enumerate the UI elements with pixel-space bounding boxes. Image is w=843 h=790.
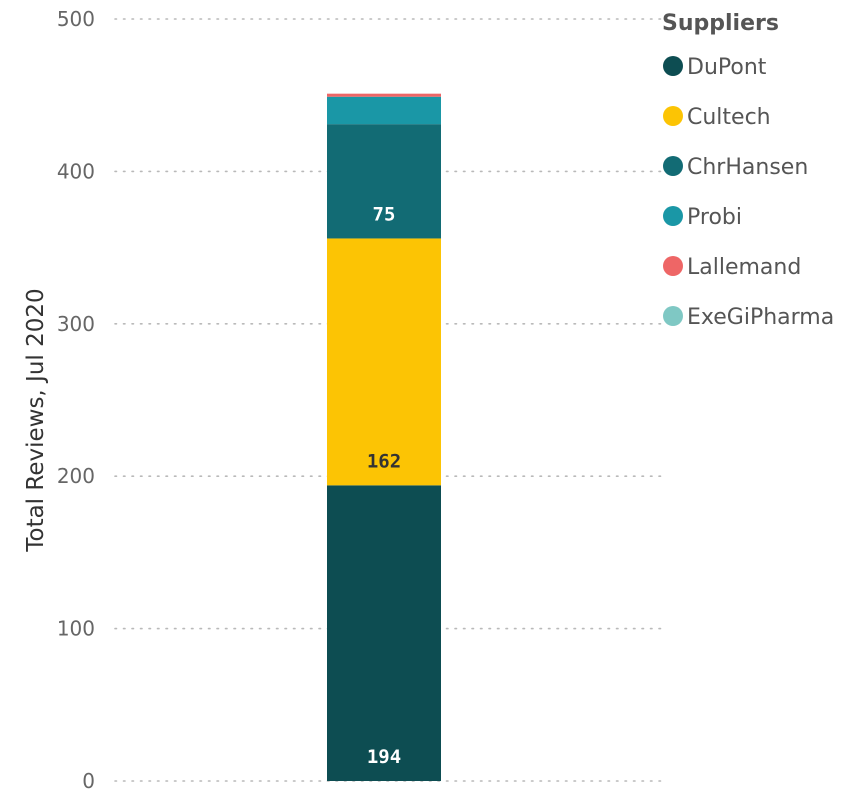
bar-segment-dupont[interactable] [327, 485, 441, 781]
data-label-chrhansen: 75 [373, 203, 396, 225]
legend-label-dupont[interactable]: DuPont [687, 55, 767, 80]
y-tick-label-300: 300 [57, 312, 95, 336]
data-label-dupont: 194 [367, 746, 401, 768]
legend-marker-exegipharma[interactable] [663, 306, 683, 326]
legend-marker-lallemand[interactable] [663, 256, 683, 276]
bar-segment-lallemand[interactable] [327, 93, 441, 97]
data-label-cultech: 162 [367, 450, 401, 472]
legend-label-lallemand[interactable]: Lallemand [687, 255, 801, 280]
legend-title: Suppliers [662, 11, 779, 36]
legend-label-cultech[interactable]: Cultech [687, 105, 771, 130]
y-tick-label-0: 0 [82, 769, 95, 790]
bar-segment-cultech[interactable] [327, 238, 441, 486]
y-tick-label-400: 400 [57, 159, 95, 183]
legend-marker-cultech[interactable] [663, 106, 683, 126]
legend-label-chrhansen[interactable]: ChrHansen [687, 155, 808, 180]
y-tick-label-200: 200 [57, 464, 95, 488]
y-tick-label-100: 100 [57, 617, 95, 641]
y-tick-label-500: 500 [57, 7, 95, 31]
legend-marker-chrhansen[interactable] [663, 156, 683, 176]
legend-label-exegipharma[interactable]: ExeGiPharma [687, 305, 834, 330]
bar-segment-probi[interactable] [327, 96, 441, 125]
legend-label-probi[interactable]: Probi [687, 205, 742, 230]
y-axis-title: Total Reviews, Jul 2020 [23, 288, 49, 552]
legend-marker-probi[interactable] [663, 206, 683, 226]
legend-marker-dupont[interactable] [663, 56, 683, 76]
bar-segment-chrhansen[interactable] [327, 124, 441, 239]
